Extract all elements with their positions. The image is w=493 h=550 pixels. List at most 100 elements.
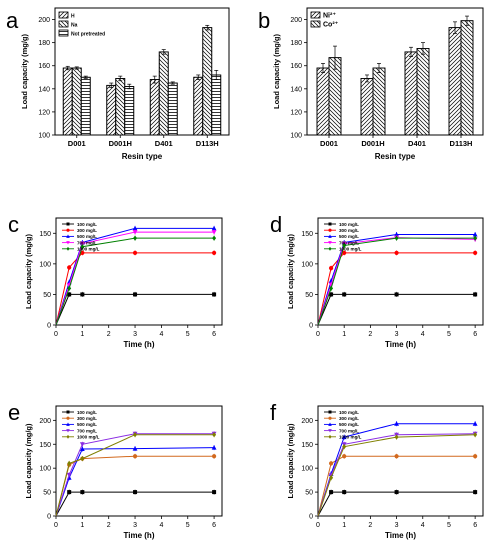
series-line [317,293,476,326]
series-100-mg-l [317,291,478,326]
data-point [67,265,72,270]
x-tick-label: 0 [316,522,320,529]
legend-label: 100 mg/L [339,222,359,227]
data-point [473,250,478,255]
bar-pattern [62,67,73,136]
legend-label: Na [71,23,78,29]
bar-pattern [158,51,169,136]
data-point [212,490,217,495]
legend-label: 500 mg/L [339,234,359,239]
data-point [394,292,399,297]
x-tick-label: 1 [80,522,84,529]
x-axis-label: Resin type [375,152,416,161]
data-point [66,222,70,226]
series-1000-mg-l [317,235,478,326]
y-tick-label: 50 [305,292,313,299]
bar-pattern [149,79,160,136]
y-tick-label: 140 [290,86,302,93]
legend: Ni²⁺Co²⁺ [310,12,339,29]
data-point [80,292,85,297]
plot-frame [55,217,223,326]
series-300-mg-l [317,250,478,326]
data-point [66,234,70,238]
series-1000-mg-l [55,235,217,326]
x-tick-label: 0 [54,522,58,529]
series-1000-mg-l [317,432,478,517]
x-axis-label: Time (h) [124,340,155,349]
y-tick-label: 100 [301,261,313,268]
legend-swatch-pattern [58,11,69,19]
x-tick-label: 5 [447,522,451,529]
data-point [342,292,347,297]
data-point [132,445,138,451]
y-tick-label: 0 [309,514,313,521]
x-tick-label: D001H [109,139,132,148]
legend-swatch-pattern [58,29,69,37]
y-tick-label: 200 [290,17,302,24]
x-tick-label: 1 [342,522,346,529]
plot-frame [54,7,230,136]
data-point [473,432,478,438]
data-point [67,292,72,297]
data-point [328,222,332,226]
data-point [394,490,399,495]
x-tick-label: D001 [68,139,86,148]
data-point [473,490,478,495]
series-line [317,491,476,517]
data-point [328,429,332,433]
legend-swatch-pattern [58,20,69,28]
x-tick-label: D001 [320,139,338,148]
y-axis-label: Load capacity (mg/g) [20,33,29,109]
data-point [66,228,70,232]
y-axis-label: Load capacity (mg/g) [24,423,33,499]
legend-label: H [71,14,75,20]
series-line [55,252,215,326]
line-chart-panel-c: 0 50 100 150 Load capacity (mg/g) Time (h) c 0 1… [8,212,223,349]
y-tick-label: 180 [38,40,50,47]
data-point [473,292,478,297]
data-point [79,446,85,452]
data-point [329,490,334,495]
data-point [66,422,70,426]
data-point [342,444,347,450]
bar-pattern [167,82,178,136]
series-700-mg-l [55,431,217,517]
x-tick-label: D401 [408,139,426,148]
bar-pattern [80,76,91,136]
y-tick-label: 150 [39,231,51,238]
x-tick-label: 2 [107,331,111,338]
y-tick-label: 180 [290,40,302,47]
data-point [472,421,478,426]
data-point [67,460,72,466]
data-point [80,250,85,255]
y-tick-label: 50 [305,490,313,497]
data-point [394,454,399,459]
data-point [66,416,70,420]
x-tick-label: 6 [212,331,216,338]
data-point [472,231,478,237]
data-point [394,421,399,426]
x-tick-label: 6 [473,331,477,338]
x-tick-label: 3 [133,522,137,529]
data-point [342,250,347,255]
data-point [211,250,217,255]
data-point [80,456,85,462]
legend-label: 500 mg/L [77,422,97,427]
data-point [328,234,332,238]
data-point [211,454,217,459]
legend-label: Not pretreated [71,32,105,38]
legend-label: 700 mg/L [77,240,97,245]
x-tick-label: 2 [368,331,372,338]
x-tick-label: 6 [212,522,216,529]
data-point [328,266,334,271]
bar-pattern [202,27,213,136]
legend-label: 500 mg/L [77,234,97,239]
x-tick-label: 1 [342,331,346,338]
x-tick-label: D001H [361,139,384,148]
legend-label: 300 mg/L [77,228,97,233]
data-point [328,416,332,420]
x-tick-label: D113H [196,139,219,148]
legend-label: 700 mg/L [339,240,359,245]
line-chart-panel-d: 0 50 100 150 Load capacity (mg/g) Time (h) d 0 1… [270,212,484,349]
